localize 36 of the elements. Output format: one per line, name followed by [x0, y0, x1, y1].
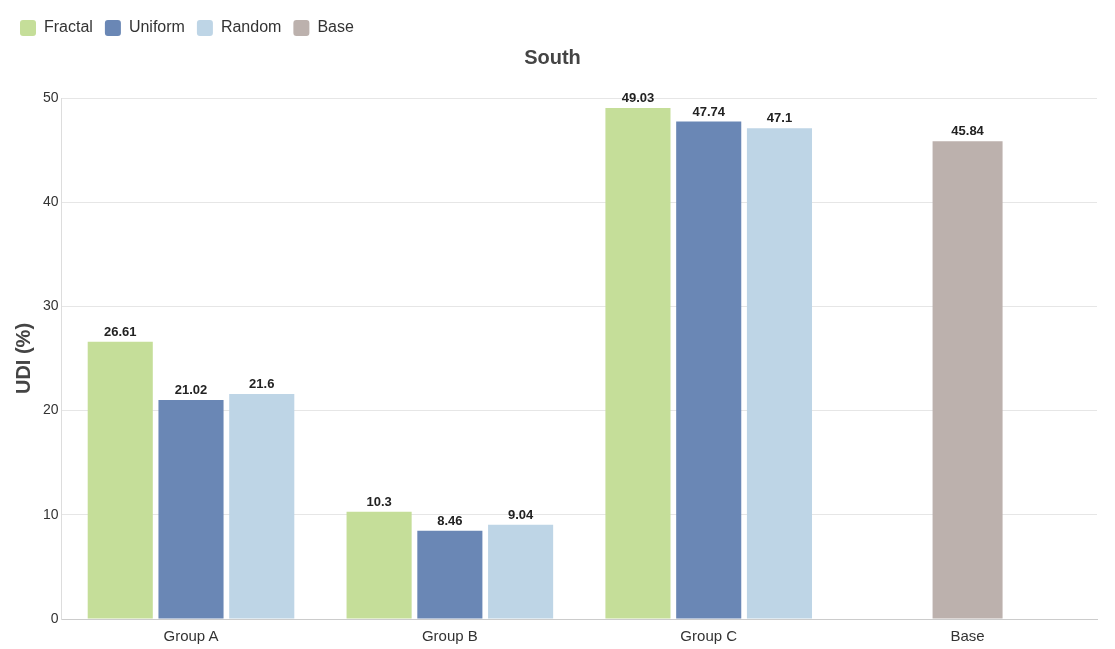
bar: [746, 128, 813, 619]
x-tick-label: Group C: [680, 627, 738, 645]
data-label: 26.61: [103, 323, 137, 339]
y-tick-label: 20: [42, 401, 59, 418]
bar: [676, 121, 742, 619]
bar: [488, 524, 554, 619]
x-tick-label: Group B: [421, 627, 478, 645]
bar: [605, 108, 671, 619]
data-label: 9.04: [507, 506, 535, 522]
y-tick-label: 50: [42, 88, 59, 105]
y-axis-title: UDI (%): [11, 322, 34, 395]
bar: [417, 530, 483, 619]
data-label: 47.74: [692, 103, 726, 119]
data-label: 47.1: [766, 110, 793, 126]
data-label: 49.03: [621, 90, 655, 106]
bar: [87, 341, 153, 619]
legend-label: Fractal: [44, 18, 93, 36]
chart-title: South: [524, 45, 581, 68]
data-label: 8.46: [437, 512, 463, 528]
legend-label: Random: [220, 18, 282, 36]
data-label: 45.84: [951, 123, 985, 139]
y-tick-label: 10: [42, 505, 59, 522]
y-tick-label: 0: [50, 609, 59, 626]
bar: [346, 511, 412, 619]
data-label: 21.02: [174, 382, 208, 398]
bar: [932, 141, 1003, 619]
legend-label: Uniform: [128, 18, 185, 36]
bar: [229, 393, 295, 619]
y-tick-label: 40: [42, 193, 59, 210]
data-label: 21.6: [249, 376, 275, 392]
x-tick-label: Group A: [163, 627, 219, 645]
y-tick-label: 30: [42, 297, 59, 314]
legend-label: Base: [317, 18, 354, 36]
x-tick-label: Base: [950, 627, 985, 645]
bar: [158, 399, 224, 619]
data-label: 10.3: [366, 493, 392, 509]
